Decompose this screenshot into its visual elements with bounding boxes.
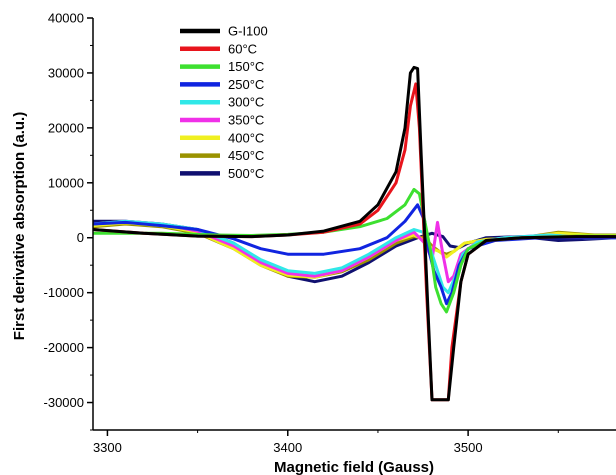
y-tick-label: 30000 [48, 65, 84, 80]
series-line-5 [93, 219, 616, 284]
y-tick-label: 0 [77, 230, 84, 245]
series-line-4 [93, 219, 616, 295]
series-line-1 [93, 82, 616, 402]
legend-label: 60°C [228, 41, 257, 56]
series-line-0 [93, 65, 616, 402]
legend-label: 500°C [228, 166, 264, 181]
series-line-3 [93, 203, 616, 306]
series-line-8 [93, 219, 616, 284]
y-tick-label: -20000 [44, 340, 84, 355]
y-tick-label: -30000 [44, 395, 84, 410]
x-tick-label: 3400 [273, 440, 302, 455]
axes [92, 18, 616, 431]
series-layer [93, 65, 616, 402]
legend-label: 400°C [228, 130, 264, 145]
legend-label: G-I100 [228, 24, 268, 39]
y-tick-label: 20000 [48, 120, 84, 135]
legend-label: 350°C [228, 113, 264, 128]
legend-label: 150°C [228, 59, 264, 74]
legend: G-I100 60°C 150°C 250°C 300°C 350°C 400°C 450°C… [180, 24, 268, 181]
y-tick-label: 40000 [48, 11, 84, 26]
x-axis-title: Magnetic field (Gauss) [274, 459, 434, 475]
y-ticks: 40000 30000 20000 10000 0 -10000 -20000 -30000 [44, 11, 93, 431]
x-tick-label: 3300 [93, 440, 122, 455]
x-tick-label: 3500 [454, 440, 483, 455]
y-tick-label: 10000 [48, 175, 84, 190]
legend-label: 250°C [228, 77, 264, 92]
legend-label: 300°C [228, 95, 264, 110]
x-ticks: 3300 3400 3500 [93, 430, 559, 455]
y-tick-label: -10000 [44, 285, 84, 300]
y-axis-title: First derivative absorption (a.u.) [11, 112, 28, 340]
legend-label: 450°C [228, 148, 264, 163]
